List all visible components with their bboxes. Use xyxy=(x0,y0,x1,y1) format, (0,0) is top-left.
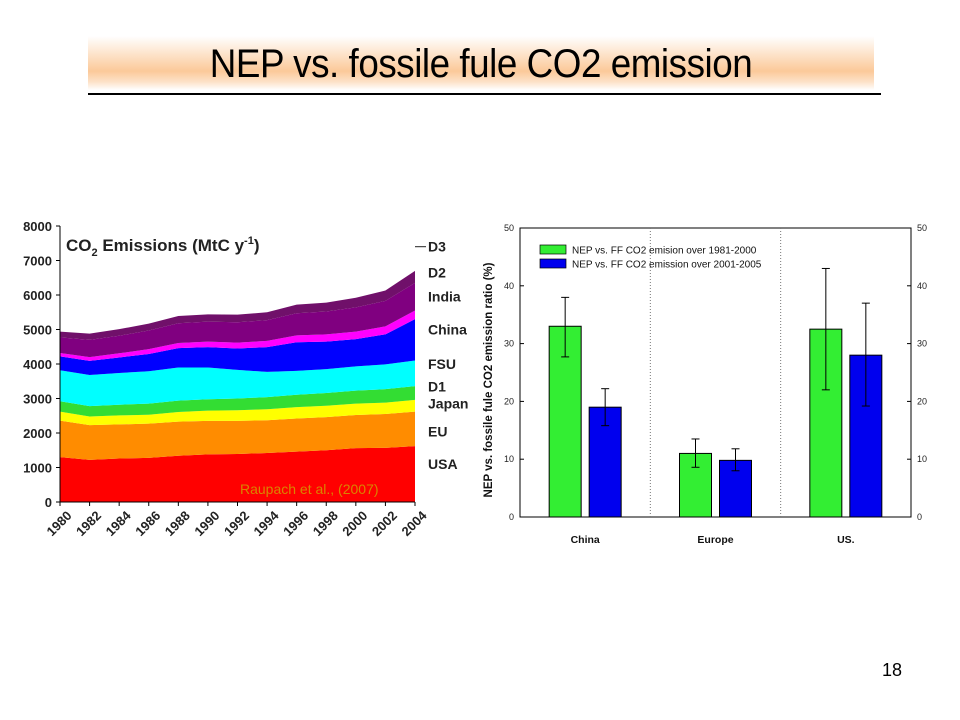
area-usa xyxy=(60,446,415,502)
bar-series-group xyxy=(548,267,883,518)
category-label-us: US. xyxy=(837,534,855,546)
plot-area xyxy=(519,227,912,518)
series-label-d3: D3 xyxy=(428,239,446,255)
legend-label-2: NEP vs. FF CO2 emission over 2001-2005 xyxy=(572,260,762,271)
page-title: NEP vs. fossile fule CO2 emission xyxy=(209,42,753,86)
area-india xyxy=(60,310,415,361)
y-tick-label: 6000 xyxy=(23,288,52,303)
x-tick-label: 1994 xyxy=(251,507,283,539)
area-japan xyxy=(60,399,415,426)
series-label-d2: D2 xyxy=(428,265,446,281)
series-label-india: India xyxy=(428,289,461,305)
y-tick-label-right: 30 xyxy=(917,339,927,349)
area-d2 xyxy=(60,282,415,358)
x-tick-label: 1986 xyxy=(132,508,163,539)
y-tick-label-left: 40 xyxy=(504,281,514,291)
area-d1 xyxy=(60,386,415,417)
y-tick-label-left: 10 xyxy=(504,454,514,464)
y-tick-label-left: 30 xyxy=(504,339,514,349)
source-note: Raupach et al., (2007) xyxy=(240,481,379,497)
x-tick-label: 1980 xyxy=(43,508,74,539)
category-label-europe: Europe xyxy=(697,534,733,546)
x-tick-label: 2002 xyxy=(369,508,400,539)
category-label-china: China xyxy=(571,534,600,546)
axes xyxy=(56,225,416,506)
y-tick-label-right: 0 xyxy=(917,512,922,522)
area-fsu xyxy=(60,360,415,407)
x-tick-labels: 1980198219841986198819901992199419961998… xyxy=(43,507,430,539)
x-tick-label: 2004 xyxy=(398,507,430,539)
plot-frame xyxy=(519,227,912,518)
legend-label-1: NEP vs. FF CO2 emision over 1981-2000 xyxy=(572,246,757,257)
bar-us-series-1 xyxy=(809,328,843,518)
series-label-d1: D1 xyxy=(428,378,446,394)
x-tick-label: 2000 xyxy=(339,508,370,539)
y-tick-label: 5000 xyxy=(23,323,52,338)
y-tick-label: 7000 xyxy=(23,254,52,269)
y-tick-label: 8000 xyxy=(23,219,52,234)
area-d3 xyxy=(60,270,415,340)
title-band xyxy=(88,36,874,90)
y-tick-label-right: 10 xyxy=(917,454,927,464)
y-tick-label-left: 20 xyxy=(504,396,514,406)
series-labels: USA EU Japan D1 FSU China India D2 D3 xyxy=(415,239,468,472)
y-tick-label-right: 50 xyxy=(917,223,927,233)
area-series-group xyxy=(60,270,415,502)
legend-swatch-2 xyxy=(539,258,567,269)
legend-swatch-1 xyxy=(539,244,567,255)
legend: NEP vs. FF CO2 emision over 1981-2000 NEP… xyxy=(539,244,762,271)
y-tick-label-left: 50 xyxy=(504,223,514,233)
y-axis-label: NEP vs. fossile fule CO2 emission ratio … xyxy=(483,262,495,497)
y-tick-label: 2000 xyxy=(23,426,52,441)
nep-ratio-bar-chart: 0 0 10 10 20 20 30 30 40 40 50 50 China Europe US. NEP… xyxy=(483,223,927,546)
x-tick-label: 1992 xyxy=(221,508,252,539)
series-label-eu: EU xyxy=(428,423,447,439)
y-tick-label: 3000 xyxy=(23,392,52,407)
bar-china-series-1 xyxy=(548,325,582,518)
x-tick-label: 1988 xyxy=(162,508,193,539)
x-tick-label: 1984 xyxy=(103,507,135,539)
series-label-china: China xyxy=(428,322,467,338)
x-tick-label: 1990 xyxy=(191,508,222,539)
y-tick-label: 1000 xyxy=(23,461,52,476)
series-label-usa: USA xyxy=(428,456,458,472)
title-rule xyxy=(88,93,881,95)
x-tick-label: 1998 xyxy=(310,508,341,539)
x-tick-label: 1982 xyxy=(73,508,104,539)
axes: 0 0 10 10 20 20 30 30 40 40 50 50 China Europe US. xyxy=(504,223,927,546)
y-tick-label-left: 0 xyxy=(509,512,514,522)
area-china xyxy=(60,319,415,376)
series-label-japan: Japan xyxy=(428,396,468,412)
y-tick-label: 0 xyxy=(45,495,52,510)
y-tick-label-right: 20 xyxy=(917,396,927,406)
slide-number: 18 xyxy=(881,660,902,680)
series-label-fsu: FSU xyxy=(428,356,456,372)
x-tick-label: 1996 xyxy=(280,508,311,539)
y-tick-label: 4000 xyxy=(23,357,52,372)
chart-title: CO2 Emissions (MtC y-1) xyxy=(66,235,260,259)
y-tick-labels: 0 1000 2000 3000 4000 5000 6000 7000 8000 xyxy=(23,219,52,510)
y-tick-label-right: 40 xyxy=(917,281,927,291)
